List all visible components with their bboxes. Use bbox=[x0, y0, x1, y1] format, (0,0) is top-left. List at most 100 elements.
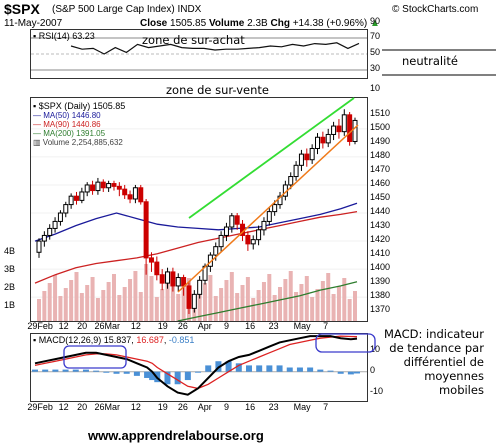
price-panel: ▪ $SPX (Daily) 1505.85 — MA(50) 1446.80 … bbox=[30, 97, 368, 322]
price-tick-label: 1370 bbox=[370, 304, 391, 315]
volume-bar bbox=[245, 277, 250, 321]
neutral-annotation: neutralité bbox=[402, 54, 458, 68]
macd-x-tick-label: 12 bbox=[58, 402, 69, 412]
candle-body bbox=[341, 114, 347, 133]
price-x-tick-label: 9 bbox=[224, 321, 230, 331]
candle-body bbox=[240, 223, 246, 236]
price-tick-label: 1390 bbox=[370, 276, 391, 287]
volume-bar bbox=[235, 293, 240, 321]
macd-note-line: mobiles bbox=[438, 383, 484, 397]
price-x-tick-label: 12 bbox=[130, 321, 141, 331]
volume-tick-label: 3B bbox=[4, 264, 16, 274]
brand-label: © StockCharts.com bbox=[392, 4, 479, 15]
macd-x-tick-label: 26 bbox=[177, 402, 188, 412]
volume-bar bbox=[203, 283, 208, 321]
histogram-bar bbox=[144, 371, 151, 378]
volume-bar bbox=[37, 299, 41, 321]
volume-bar bbox=[90, 277, 95, 321]
histogram-bar bbox=[337, 371, 344, 374]
price-legend-title: ▪ $SPX (Daily) 1505.85 bbox=[33, 101, 125, 111]
candle-body bbox=[57, 212, 63, 222]
candle-body bbox=[331, 125, 337, 135]
candle-body bbox=[170, 271, 176, 287]
volume-bar bbox=[106, 282, 111, 321]
price-x-tick-label: 16 bbox=[245, 321, 256, 331]
volume-value: 2.3B bbox=[247, 18, 268, 29]
volume-bar bbox=[261, 282, 266, 321]
histogram-bar bbox=[317, 369, 324, 372]
candle-body bbox=[41, 234, 47, 242]
candle-body bbox=[191, 293, 197, 309]
histogram-bar bbox=[184, 371, 191, 381]
price-tick-label: 1450 bbox=[370, 191, 391, 202]
macd-x-tick-label: 20 bbox=[77, 402, 88, 412]
volume-bar bbox=[224, 280, 229, 321]
price-x-tick-label: 12 bbox=[58, 321, 69, 331]
volume-bar bbox=[42, 291, 47, 321]
ma50-name: MA(50) bbox=[43, 111, 70, 120]
candle-body bbox=[304, 153, 310, 161]
macd-x-tick-label: 29Feb bbox=[27, 402, 53, 412]
ma200-name: MA(200) bbox=[43, 129, 74, 138]
candle-body bbox=[197, 279, 203, 295]
ma50-line bbox=[34, 202, 358, 242]
histogram-bar bbox=[286, 367, 293, 372]
histogram-bar bbox=[276, 365, 283, 372]
volume-bar bbox=[213, 296, 218, 321]
histogram-bar bbox=[205, 365, 212, 372]
candle-body bbox=[325, 133, 331, 144]
volume-bar bbox=[267, 274, 272, 321]
volume-bar bbox=[154, 297, 159, 321]
quote-summary: Close 1505.85 Volume 2.3B Chg +14.38 (+0… bbox=[140, 18, 380, 29]
macd-x-tick-label: May bbox=[293, 402, 311, 412]
candle-body bbox=[175, 277, 181, 287]
volume-bar bbox=[170, 273, 175, 321]
volume-bar bbox=[278, 287, 283, 321]
candle-body bbox=[116, 185, 122, 190]
histogram-bar bbox=[225, 361, 232, 372]
candle-body bbox=[277, 195, 283, 206]
volume-bar bbox=[299, 284, 304, 321]
rsi-value: 63.23 bbox=[72, 31, 95, 41]
histogram-bar bbox=[195, 371, 202, 373]
price-tick-label: 1470 bbox=[370, 163, 391, 174]
rsi-marker-icon: ▪ bbox=[33, 31, 37, 41]
volume-bar bbox=[310, 297, 315, 321]
histogram-value: -0.851 bbox=[168, 335, 195, 345]
price-tick-label: 1500 bbox=[370, 121, 391, 132]
candle-body bbox=[282, 184, 288, 197]
ma200-legend-icon: — bbox=[33, 129, 41, 138]
candle-body bbox=[84, 184, 90, 193]
candle-body bbox=[256, 229, 262, 241]
histogram-bar bbox=[307, 367, 314, 372]
histogram-bar bbox=[149, 371, 156, 381]
candle-body bbox=[106, 183, 112, 189]
macd-value: 15.837 bbox=[103, 335, 132, 345]
volume-bar bbox=[256, 290, 261, 321]
close-label: Close bbox=[140, 18, 168, 29]
macd-x-tick-label: 23 bbox=[268, 402, 279, 412]
price-x-tick-label: 26 bbox=[177, 321, 188, 331]
chg-value: +14.38 (+0.96%) bbox=[292, 18, 368, 29]
candle-body bbox=[127, 194, 133, 200]
candle-body bbox=[90, 184, 96, 192]
histogram-bar bbox=[32, 369, 38, 372]
volume-bar bbox=[149, 276, 154, 321]
histogram-bar bbox=[347, 371, 354, 375]
volume-bar bbox=[320, 281, 325, 321]
ma90-value: 1440.86 bbox=[71, 120, 101, 129]
histogram-bar bbox=[174, 371, 181, 385]
price-x-tick-label: Apr bbox=[197, 321, 212, 331]
macd-label: MACD(12,26,9) bbox=[38, 335, 102, 345]
candle-body bbox=[309, 147, 315, 161]
volume-bar bbox=[117, 295, 122, 321]
histogram-bar bbox=[113, 371, 120, 374]
candle-body bbox=[73, 195, 79, 201]
website-link[interactable]: www.apprendrelabourse.org bbox=[88, 428, 264, 443]
ma200-value: 1391.05 bbox=[76, 129, 106, 138]
candle-marker-icon: ▪ bbox=[33, 101, 37, 111]
volume-bar bbox=[79, 293, 84, 321]
volume-bar bbox=[326, 273, 331, 321]
price-tick-label: 1510 bbox=[370, 107, 391, 118]
histogram-bar bbox=[82, 369, 89, 372]
